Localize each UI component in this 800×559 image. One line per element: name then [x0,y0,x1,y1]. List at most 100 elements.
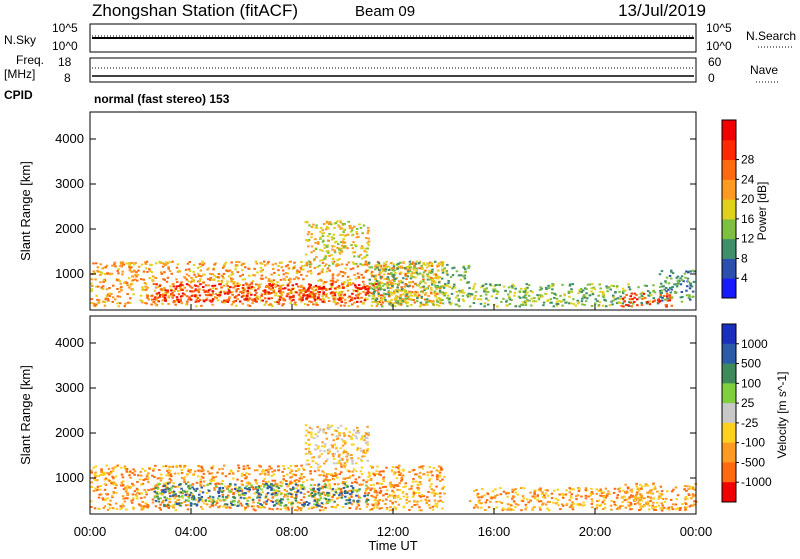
data-cell [247,298,250,301]
data-cell [459,278,463,281]
data-cell [297,468,301,471]
data-cell [448,286,451,288]
data-cell [347,282,350,284]
data-cell [308,293,311,296]
data-cell [576,302,580,305]
data-cell [213,487,216,490]
data-cell [542,502,545,505]
data-cell [658,495,661,498]
data-cell [221,472,224,475]
data-cell [158,506,161,509]
data-cell [377,473,381,476]
data-cell [114,502,118,505]
data-cell [177,499,181,501]
data-cell [283,488,286,491]
data-cell [434,286,438,289]
data-cell [306,303,310,306]
data-cell [623,495,626,498]
data-cell [392,486,396,489]
data-cell [516,493,520,496]
data-cell [413,301,417,304]
data-cell [255,491,259,494]
data-cell [155,483,158,486]
colorbar-swatch [722,324,736,345]
data-cell [568,284,572,287]
data-cell [175,464,179,467]
data-cell [365,497,369,500]
data-cell [668,274,672,277]
data-cell [309,269,312,272]
data-cell [351,460,354,463]
data-cell [317,456,320,459]
data-cell [425,266,429,269]
data-cell [393,506,396,509]
data-cell [172,282,175,285]
data-cell [188,494,192,497]
x-axis-ticks: 00:00 04:00 08:00 12:00 16:00 20:00 00:00 [74,304,712,539]
data-cell [462,299,466,302]
data-cell [361,455,364,458]
data-cell [340,496,344,499]
data-cell [669,291,672,294]
data-cell [247,285,251,288]
data-cell [523,290,526,293]
data-cell [383,277,386,280]
data-cell [341,297,344,299]
data-cell [304,448,308,451]
data-cell [112,477,115,480]
data-cell [331,279,335,282]
data-cell [223,301,227,304]
data-cell [223,290,226,293]
data-cell [431,270,434,273]
data-cell [272,267,275,270]
data-cell [169,489,172,492]
data-cell [137,503,141,506]
data-cell [281,304,284,307]
data-cell [606,494,609,497]
data-cell [187,485,190,487]
data-cell [206,268,209,271]
data-cell [657,298,661,301]
data-cell [435,505,439,508]
data-cell [627,283,630,286]
data-cell [310,287,314,290]
data-cell [318,288,321,290]
data-cell [394,298,398,301]
data-cell [186,481,190,484]
data-cell [126,492,129,495]
data-cell [298,289,301,292]
data-cell [277,469,281,472]
data-cell [335,474,338,477]
data-cell [171,465,175,468]
data-cell [236,298,239,300]
data-cell [93,271,97,274]
data-cell [474,504,478,507]
data-cell [604,496,608,499]
data-cell [290,289,293,292]
data-cell [362,290,365,293]
data-cell [194,498,198,501]
data-cell [567,291,571,294]
data-cell [255,262,259,265]
data-cell [555,300,559,303]
data-cell [493,495,497,498]
data-cell [336,298,340,301]
data-cell [154,464,157,467]
colorbar-swatch [722,462,736,483]
data-cell [412,469,416,471]
sky-left-label: N.Sky [4,33,36,47]
data-cell [684,498,687,501]
data-cell [659,294,662,297]
data-cell [250,285,254,288]
data-cell [669,295,672,298]
data-cell [603,499,606,502]
data-cell [402,486,405,488]
data-cell [200,496,204,498]
data-cell [614,291,617,293]
data-cell [664,304,668,307]
data-cell [218,468,221,471]
data-cell [108,272,111,275]
data-cell [485,297,488,300]
data-cell [200,498,204,501]
data-cell [393,484,397,487]
